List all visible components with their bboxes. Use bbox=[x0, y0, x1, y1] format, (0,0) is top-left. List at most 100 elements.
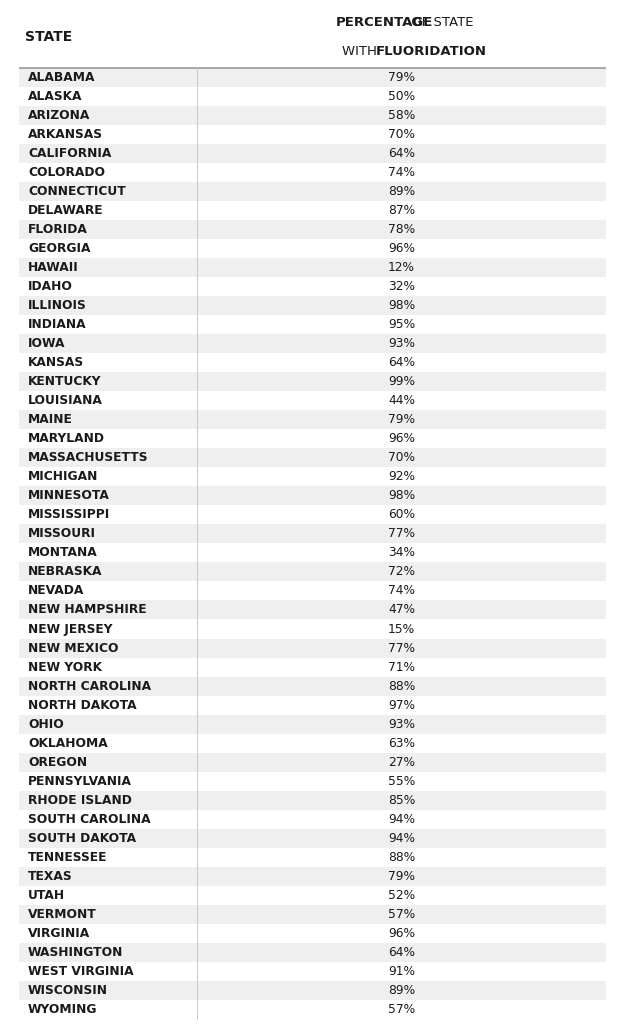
Text: 78%: 78% bbox=[388, 223, 415, 237]
Text: 32%: 32% bbox=[388, 281, 415, 293]
Text: NEVADA: NEVADA bbox=[28, 585, 84, 597]
Text: ILLINOIS: ILLINOIS bbox=[28, 299, 87, 312]
Text: 64%: 64% bbox=[388, 147, 415, 160]
Text: 72%: 72% bbox=[388, 565, 415, 579]
Bar bbox=[19, 144, 606, 163]
Bar bbox=[19, 449, 606, 467]
Text: 55%: 55% bbox=[388, 774, 415, 787]
Text: OKLAHOMA: OKLAHOMA bbox=[28, 736, 108, 750]
Text: TEXAS: TEXAS bbox=[28, 869, 72, 883]
Text: DELAWARE: DELAWARE bbox=[28, 204, 104, 217]
Text: 93%: 93% bbox=[388, 337, 415, 350]
Text: 57%: 57% bbox=[388, 1002, 415, 1016]
Text: UTAH: UTAH bbox=[28, 889, 65, 902]
Text: 87%: 87% bbox=[388, 204, 415, 217]
Text: CONNECTICUT: CONNECTICUT bbox=[28, 185, 126, 198]
Text: 85%: 85% bbox=[388, 794, 415, 807]
Bar bbox=[19, 886, 606, 905]
Text: 79%: 79% bbox=[388, 869, 415, 883]
Text: MASSACHUSETTS: MASSACHUSETTS bbox=[28, 452, 149, 464]
Text: 57%: 57% bbox=[388, 908, 415, 921]
Text: 99%: 99% bbox=[388, 375, 415, 388]
Text: TENNESSEE: TENNESSEE bbox=[28, 851, 108, 863]
Text: 77%: 77% bbox=[388, 527, 415, 541]
Text: STATE: STATE bbox=[25, 30, 72, 44]
Text: WITH: WITH bbox=[342, 44, 381, 57]
Text: ARIZONA: ARIZONA bbox=[28, 109, 91, 122]
Text: SOUTH CAROLINA: SOUTH CAROLINA bbox=[28, 813, 151, 825]
Text: PENNSYLVANIA: PENNSYLVANIA bbox=[28, 774, 132, 787]
Text: 98%: 98% bbox=[388, 299, 415, 312]
Bar bbox=[19, 905, 606, 924]
Bar bbox=[19, 695, 606, 715]
Bar bbox=[19, 791, 606, 810]
Bar bbox=[19, 220, 606, 240]
Text: OREGON: OREGON bbox=[28, 756, 88, 769]
Text: 52%: 52% bbox=[388, 889, 415, 902]
Text: MAINE: MAINE bbox=[28, 414, 73, 426]
Text: KANSAS: KANSAS bbox=[28, 356, 84, 370]
Text: 63%: 63% bbox=[388, 736, 415, 750]
Text: 58%: 58% bbox=[388, 109, 415, 122]
Text: MISSISSIPPI: MISSISSIPPI bbox=[28, 508, 111, 521]
Text: ALASKA: ALASKA bbox=[28, 90, 82, 103]
Bar bbox=[19, 639, 606, 657]
Text: NEW JERSEY: NEW JERSEY bbox=[28, 623, 112, 636]
Bar bbox=[19, 524, 606, 544]
Bar bbox=[19, 600, 606, 620]
Text: 94%: 94% bbox=[388, 813, 415, 825]
Text: 96%: 96% bbox=[388, 927, 415, 940]
Bar bbox=[19, 353, 606, 373]
Bar bbox=[19, 562, 606, 582]
Text: NEW YORK: NEW YORK bbox=[28, 660, 102, 674]
Text: MISSOURI: MISSOURI bbox=[28, 527, 96, 541]
Text: KENTUCKY: KENTUCKY bbox=[28, 375, 102, 388]
Text: FLORIDA: FLORIDA bbox=[28, 223, 88, 237]
Bar bbox=[19, 106, 606, 125]
Text: 95%: 95% bbox=[388, 318, 415, 331]
Bar bbox=[19, 334, 606, 353]
Bar bbox=[19, 87, 606, 106]
Text: 93%: 93% bbox=[388, 718, 415, 730]
Bar bbox=[19, 68, 606, 87]
Text: WISCONSIN: WISCONSIN bbox=[28, 984, 108, 996]
Bar bbox=[19, 391, 606, 411]
Bar bbox=[19, 753, 606, 772]
Text: VERMONT: VERMONT bbox=[28, 908, 97, 921]
Text: IDAHO: IDAHO bbox=[28, 281, 73, 293]
Text: 27%: 27% bbox=[388, 756, 415, 769]
Text: 71%: 71% bbox=[388, 660, 415, 674]
Bar bbox=[19, 296, 606, 315]
Bar bbox=[19, 810, 606, 828]
Text: RHODE ISLAND: RHODE ISLAND bbox=[28, 794, 132, 807]
Text: 60%: 60% bbox=[388, 508, 415, 521]
Text: 70%: 70% bbox=[388, 128, 415, 141]
Bar bbox=[19, 278, 606, 296]
Text: 77%: 77% bbox=[388, 641, 415, 654]
Text: FLUORIDATION: FLUORIDATION bbox=[376, 44, 486, 57]
Text: WYOMING: WYOMING bbox=[28, 1002, 98, 1016]
Bar bbox=[19, 943, 606, 962]
Text: OHIO: OHIO bbox=[28, 718, 64, 730]
Bar bbox=[19, 240, 606, 258]
Bar bbox=[19, 620, 606, 639]
Bar bbox=[19, 582, 606, 600]
Text: 89%: 89% bbox=[388, 984, 415, 996]
Bar bbox=[19, 486, 606, 506]
Text: 97%: 97% bbox=[388, 698, 415, 712]
Text: 92%: 92% bbox=[388, 470, 415, 483]
Text: 12%: 12% bbox=[388, 261, 415, 274]
Text: 88%: 88% bbox=[388, 680, 415, 692]
Bar bbox=[19, 467, 606, 486]
Text: 79%: 79% bbox=[388, 414, 415, 426]
Bar bbox=[19, 373, 606, 391]
Bar bbox=[19, 657, 606, 677]
Text: 98%: 98% bbox=[388, 489, 415, 503]
Bar bbox=[19, 544, 606, 562]
Text: NEW HAMPSHIRE: NEW HAMPSHIRE bbox=[28, 603, 147, 616]
Text: HAWAII: HAWAII bbox=[28, 261, 79, 274]
Bar bbox=[19, 315, 606, 334]
Text: 79%: 79% bbox=[388, 71, 415, 84]
Text: 96%: 96% bbox=[388, 432, 415, 445]
Bar bbox=[19, 411, 606, 429]
